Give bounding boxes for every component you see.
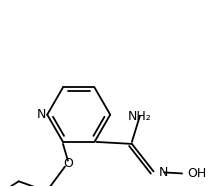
Text: OH: OH xyxy=(187,167,206,180)
Text: NH₂: NH₂ xyxy=(128,111,152,123)
Text: N: N xyxy=(37,108,46,121)
Text: O: O xyxy=(63,157,73,170)
Text: N: N xyxy=(159,166,168,179)
